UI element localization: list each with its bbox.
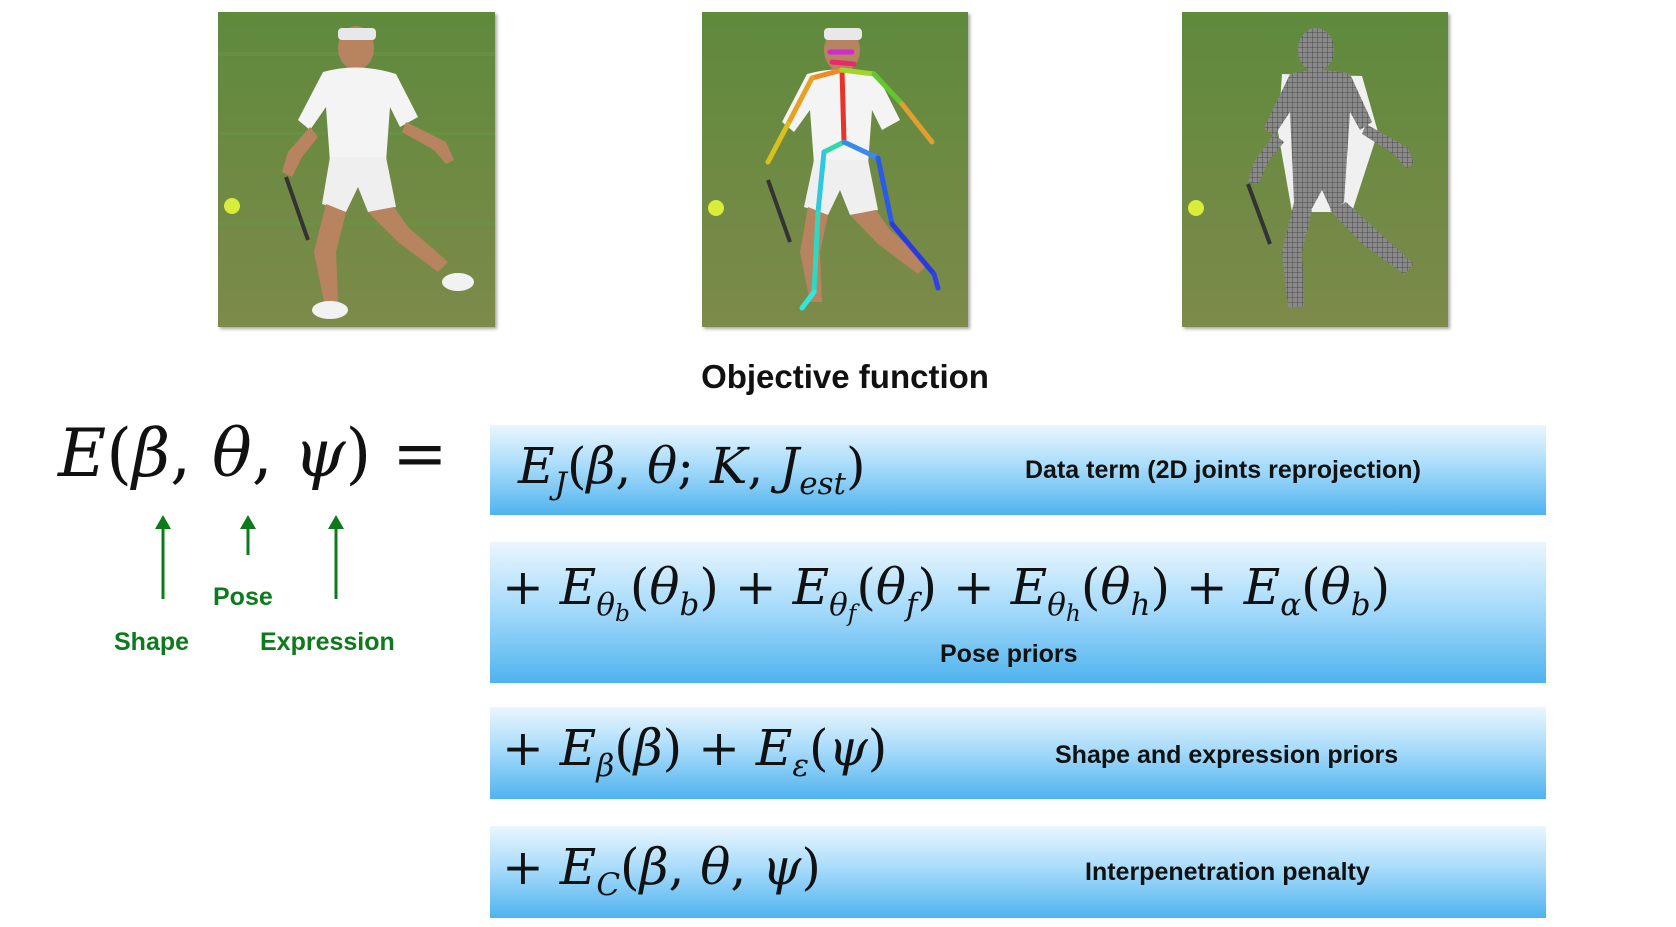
collision-term-expression: + EC(β, θ, ψ) — [502, 838, 821, 903]
data-term-expression: EJ(β, θ; K, Jest) — [518, 437, 866, 502]
pose-priors-label: Pose priors — [940, 640, 1078, 668]
pose-annotation: Pose — [213, 583, 273, 611]
pose-priors-expression: + Eθb(θb) + Eθf(θf) + Eθh(θh) + Eα(θb) — [502, 558, 1391, 627]
term-band-pose: + Eθb(θb) + Eθf(θf) + Eθh(θh) + Eα(θb) P… — [490, 542, 1546, 683]
term-band-collision: + EC(β, θ, ψ) Interpenetration penalty — [490, 826, 1546, 918]
expression-arrow-icon — [328, 515, 344, 599]
shape-priors-label: Shape and expression priors — [1055, 741, 1399, 769]
input-photo — [218, 12, 495, 327]
keypoints-photo — [702, 12, 968, 327]
term-band-shape: + Eβ(β) + Eε(ψ) Shape and expression pri… — [490, 707, 1546, 799]
collision-term-label: Interpenetration penalty — [1085, 858, 1370, 886]
section-heading: Objective function — [701, 358, 989, 395]
fitted-mesh-photo — [1182, 12, 1448, 327]
term-band-data: EJ(β, θ; K, Jest) Data term (2D joints r… — [490, 425, 1546, 515]
data-term-label: Data term (2D joints reprojection) — [1025, 456, 1421, 484]
objective-lhs: E(β, θ, ψ) = — [58, 415, 448, 492]
expression-annotation: Expression — [260, 628, 395, 656]
pose-arrow-icon — [240, 515, 256, 555]
shape-priors-expression: + Eβ(β) + Eε(ψ) — [502, 719, 888, 784]
shape-arrow-icon — [155, 515, 171, 599]
shape-annotation: Shape — [114, 628, 190, 656]
